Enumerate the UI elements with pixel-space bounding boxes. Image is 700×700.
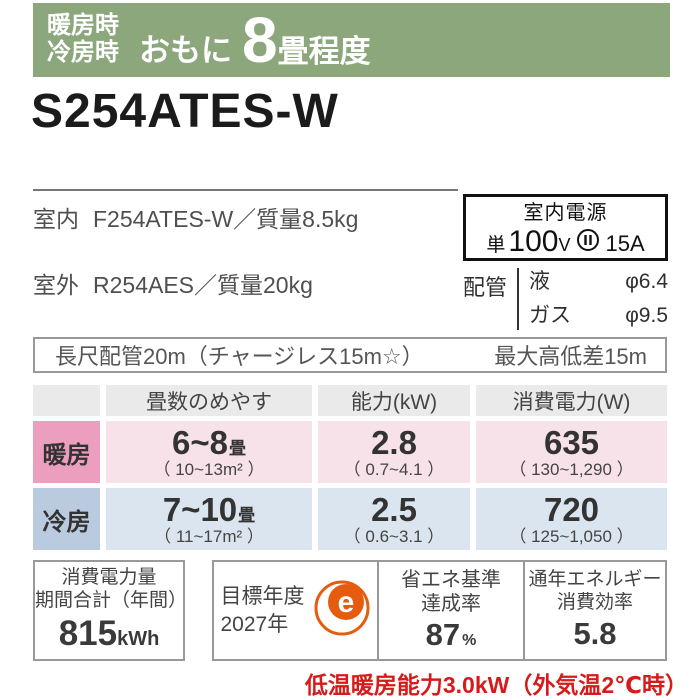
cooling-capacity-range: （ 0.6~3.1 ）: [343, 526, 445, 546]
piping-rows: 液 φ6.4 ガス φ9.5: [529, 268, 668, 330]
heating-power-cell: 635 （ 130~1,290 ）: [476, 421, 667, 483]
low-temp-heating-footnote: 低温暖房能力3.0kW（外気温2℃時）: [304, 672, 688, 698]
cooling-tatami-range: （ 11~17m² ）: [154, 526, 264, 546]
long-piping-text: 長尺配管20m（チャージレス15m☆）: [55, 344, 424, 369]
achievement-line1: 省エネ基準: [401, 569, 501, 591]
heating-row-label: 暖房: [33, 421, 100, 483]
cooling-capacity-cell: 2.5 （ 0.6~3.1 ）: [318, 488, 470, 550]
banner-suffix: 畳程度: [277, 34, 371, 69]
liquid-label: 液: [529, 270, 551, 293]
heating-power-value: 635: [543, 423, 600, 461]
box-divider: [523, 562, 525, 659]
capacity-table: 畳数のめやす 能力(kW) 消費電力(W) 暖房 6~8 畳 （ 10~13m²…: [33, 385, 667, 550]
cooling-tatami-cell: 7~10 畳 （ 11~17m² ）: [106, 488, 312, 550]
piping-section: 配管 液 φ6.4 ガス φ9.5: [463, 268, 668, 330]
cooling-row-label: 冷房: [33, 488, 100, 550]
table-corner-cell: [33, 385, 100, 416]
e-mark-letter: e: [337, 586, 354, 619]
heating-tatami-range: （ 10~13m² ）: [153, 459, 265, 479]
piping-row-liquid: 液 φ6.4: [529, 268, 668, 296]
phase-label: 単: [486, 235, 506, 256]
target-year-line2: 2027年: [220, 612, 289, 636]
cooling-tatami-value: 7~10: [162, 490, 238, 528]
header-power: 消費電力(W): [476, 385, 667, 416]
heating-tatami-cell: 6~8 畳 （ 10~13m² ）: [106, 421, 312, 483]
box-divider: [377, 562, 379, 659]
target-year-line1: 目標年度: [220, 585, 305, 609]
amperage-value: 15A: [605, 231, 645, 256]
piping-label: 配管: [463, 275, 508, 300]
long-piping-bar: 長尺配管20m（チャージレス15m☆） 最大高低差15m: [33, 337, 667, 373]
achievement-line2: 達成率: [421, 593, 481, 615]
header-tatami: 畳数のめやす: [106, 385, 312, 416]
indoor-label: 室内: [33, 206, 79, 232]
piping-divider: [517, 268, 520, 330]
voltage-value: 100: [508, 225, 559, 258]
divider-line: [33, 189, 458, 191]
heating-capacity-range: （ 0.7~4.1 ）: [343, 459, 445, 479]
heating-tatami-unit: 畳: [228, 438, 246, 458]
annual-energy-value: 815: [58, 613, 118, 653]
heating-tatami-value: 6~8: [172, 423, 228, 461]
capacity-banner: 暖房時 冷房時 おもに 8 畳程度: [33, 3, 670, 77]
achievement-unit: %: [462, 632, 477, 649]
liquid-diameter: φ6.4: [625, 270, 668, 293]
energy-saving-e-mark-icon: e: [313, 579, 371, 642]
power-title: 室内電源: [523, 202, 608, 224]
apf-value: 5.8: [573, 615, 617, 651]
annual-energy-unit: kWh: [117, 627, 160, 650]
annual-energy-line1: 消費電力量: [61, 567, 157, 589]
voltage-unit: V: [558, 235, 571, 255]
power-spec-line: 単 100 V 15A: [486, 225, 644, 259]
apf-section: 通年エネルギー 消費効率 5.8: [525, 562, 665, 659]
gas-label: ガス: [529, 303, 572, 327]
outdoor-unit-spec: 室外 R254AES／質量20kg: [33, 266, 313, 300]
indoor-value: F254ATES-W／質量8.5kg: [93, 206, 359, 232]
outdoor-label: 室外: [33, 272, 79, 298]
cooling-power-cell: 720 （ 125~1,050 ）: [476, 488, 667, 550]
cooling-power-range: （ 125~1,050 ）: [509, 526, 634, 546]
apf-line1: 通年エネルギー: [528, 569, 662, 591]
piping-row-gas: ガス φ9.5: [529, 302, 668, 330]
model-number: S254ATES-W: [31, 85, 339, 138]
annual-energy-line2: 期間合計（年間）: [35, 590, 188, 611]
indoor-unit-spec: 室内 F254ATES-W／質量8.5kg: [33, 200, 358, 234]
heating-capacity-cell: 2.8 （ 0.7~4.1 ）: [318, 421, 470, 483]
energy-rating-box: 目標年度 2027年 e 省エネ基準 達成率 87 % 通年エネルギー 消: [212, 560, 667, 661]
cooling-power-value: 720: [543, 490, 600, 528]
apf-line2: 消費効率: [556, 592, 633, 613]
max-height-diff-text: 最大高低差15m: [494, 344, 647, 369]
achievement-value: 87: [425, 617, 461, 652]
mode-badge: 暖房時 冷房時: [47, 12, 119, 67]
cooling-tatami-unit: 畳: [238, 505, 256, 525]
gas-diameter: φ9.5: [625, 303, 668, 327]
cooling-time-label: 冷房時: [47, 39, 119, 66]
target-year-section: 目標年度 2027年 e: [214, 562, 377, 659]
heating-capacity-value: 2.8: [371, 423, 417, 461]
achievement-section: 省エネ基準 達成率 87 %: [379, 562, 523, 659]
indoor-power-box: 室内電源 単 100 V 15A: [463, 194, 668, 261]
heating-power-range: （ 130~1,290 ）: [509, 459, 634, 479]
annual-energy-box: 消費電力量 期間合計（年間） 815 kWh: [33, 560, 188, 661]
outdoor-value: R254AES／質量20kg: [93, 272, 313, 298]
header-capacity: 能力(kW): [318, 385, 470, 416]
tatami-size: 8: [242, 4, 278, 76]
banner-prefix: おもに: [139, 32, 232, 68]
heating-time-label: 暖房時: [47, 12, 119, 40]
power-plug-icon: [576, 228, 600, 257]
cooling-capacity-value: 2.5: [371, 490, 417, 528]
